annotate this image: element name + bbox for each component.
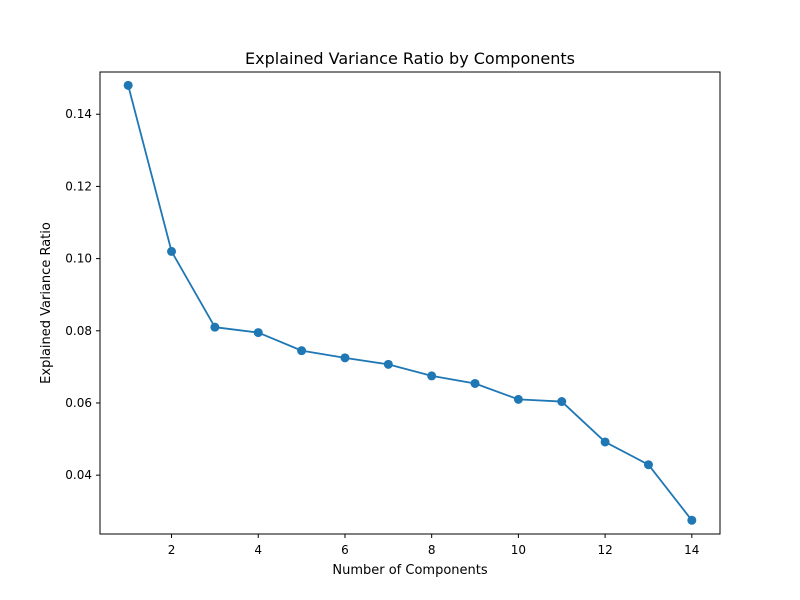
axes-frame	[99, 71, 721, 535]
data-point	[600, 437, 610, 447]
data-point	[297, 346, 307, 356]
x-axis-label: Number of Components	[332, 563, 487, 578]
data-point	[687, 515, 697, 525]
data-point	[513, 394, 523, 404]
series-line	[127, 85, 693, 521]
data-point	[427, 371, 437, 381]
x-axis-ticks: 2 4 6 8 10 12 14	[168, 534, 699, 557]
x-tick-label: 10	[511, 543, 526, 557]
x-tick-label: 6	[341, 543, 349, 557]
y-tick-label: 0.12	[65, 179, 92, 193]
chart-title: Explained Variance Ratio by Components	[245, 49, 575, 68]
y-tick-label: 0.14	[65, 107, 92, 121]
data-point	[253, 328, 263, 338]
data-point	[557, 397, 567, 407]
data-point	[123, 80, 133, 90]
data-point	[383, 359, 393, 369]
data-point	[167, 246, 177, 256]
y-tick-label: 0.06	[65, 396, 92, 410]
y-tick-label: 0.08	[65, 324, 92, 338]
x-tick-label: 4	[254, 543, 262, 557]
data-point	[210, 322, 220, 332]
y-axis-label: Explained Variance Ratio	[39, 222, 54, 384]
y-axis-ticks: 0.04 0.06 0.08 0.10 0.12 0.14	[65, 107, 100, 482]
x-tick-label: 8	[428, 543, 436, 557]
data-point	[340, 353, 350, 363]
x-tick-label: 14	[684, 543, 699, 557]
y-tick-label: 0.10	[65, 252, 92, 266]
plot-area: 2 4 6 8 10 12 14 0.04 0.06 0.08 0.10 0.12 0.14	[65, 71, 721, 557]
y-tick-label: 0.04	[65, 468, 92, 482]
data-point	[643, 460, 653, 470]
series-layer	[123, 80, 697, 525]
x-tick-label: 2	[168, 543, 176, 557]
data-point	[470, 378, 480, 388]
x-tick-label: 12	[597, 543, 612, 557]
